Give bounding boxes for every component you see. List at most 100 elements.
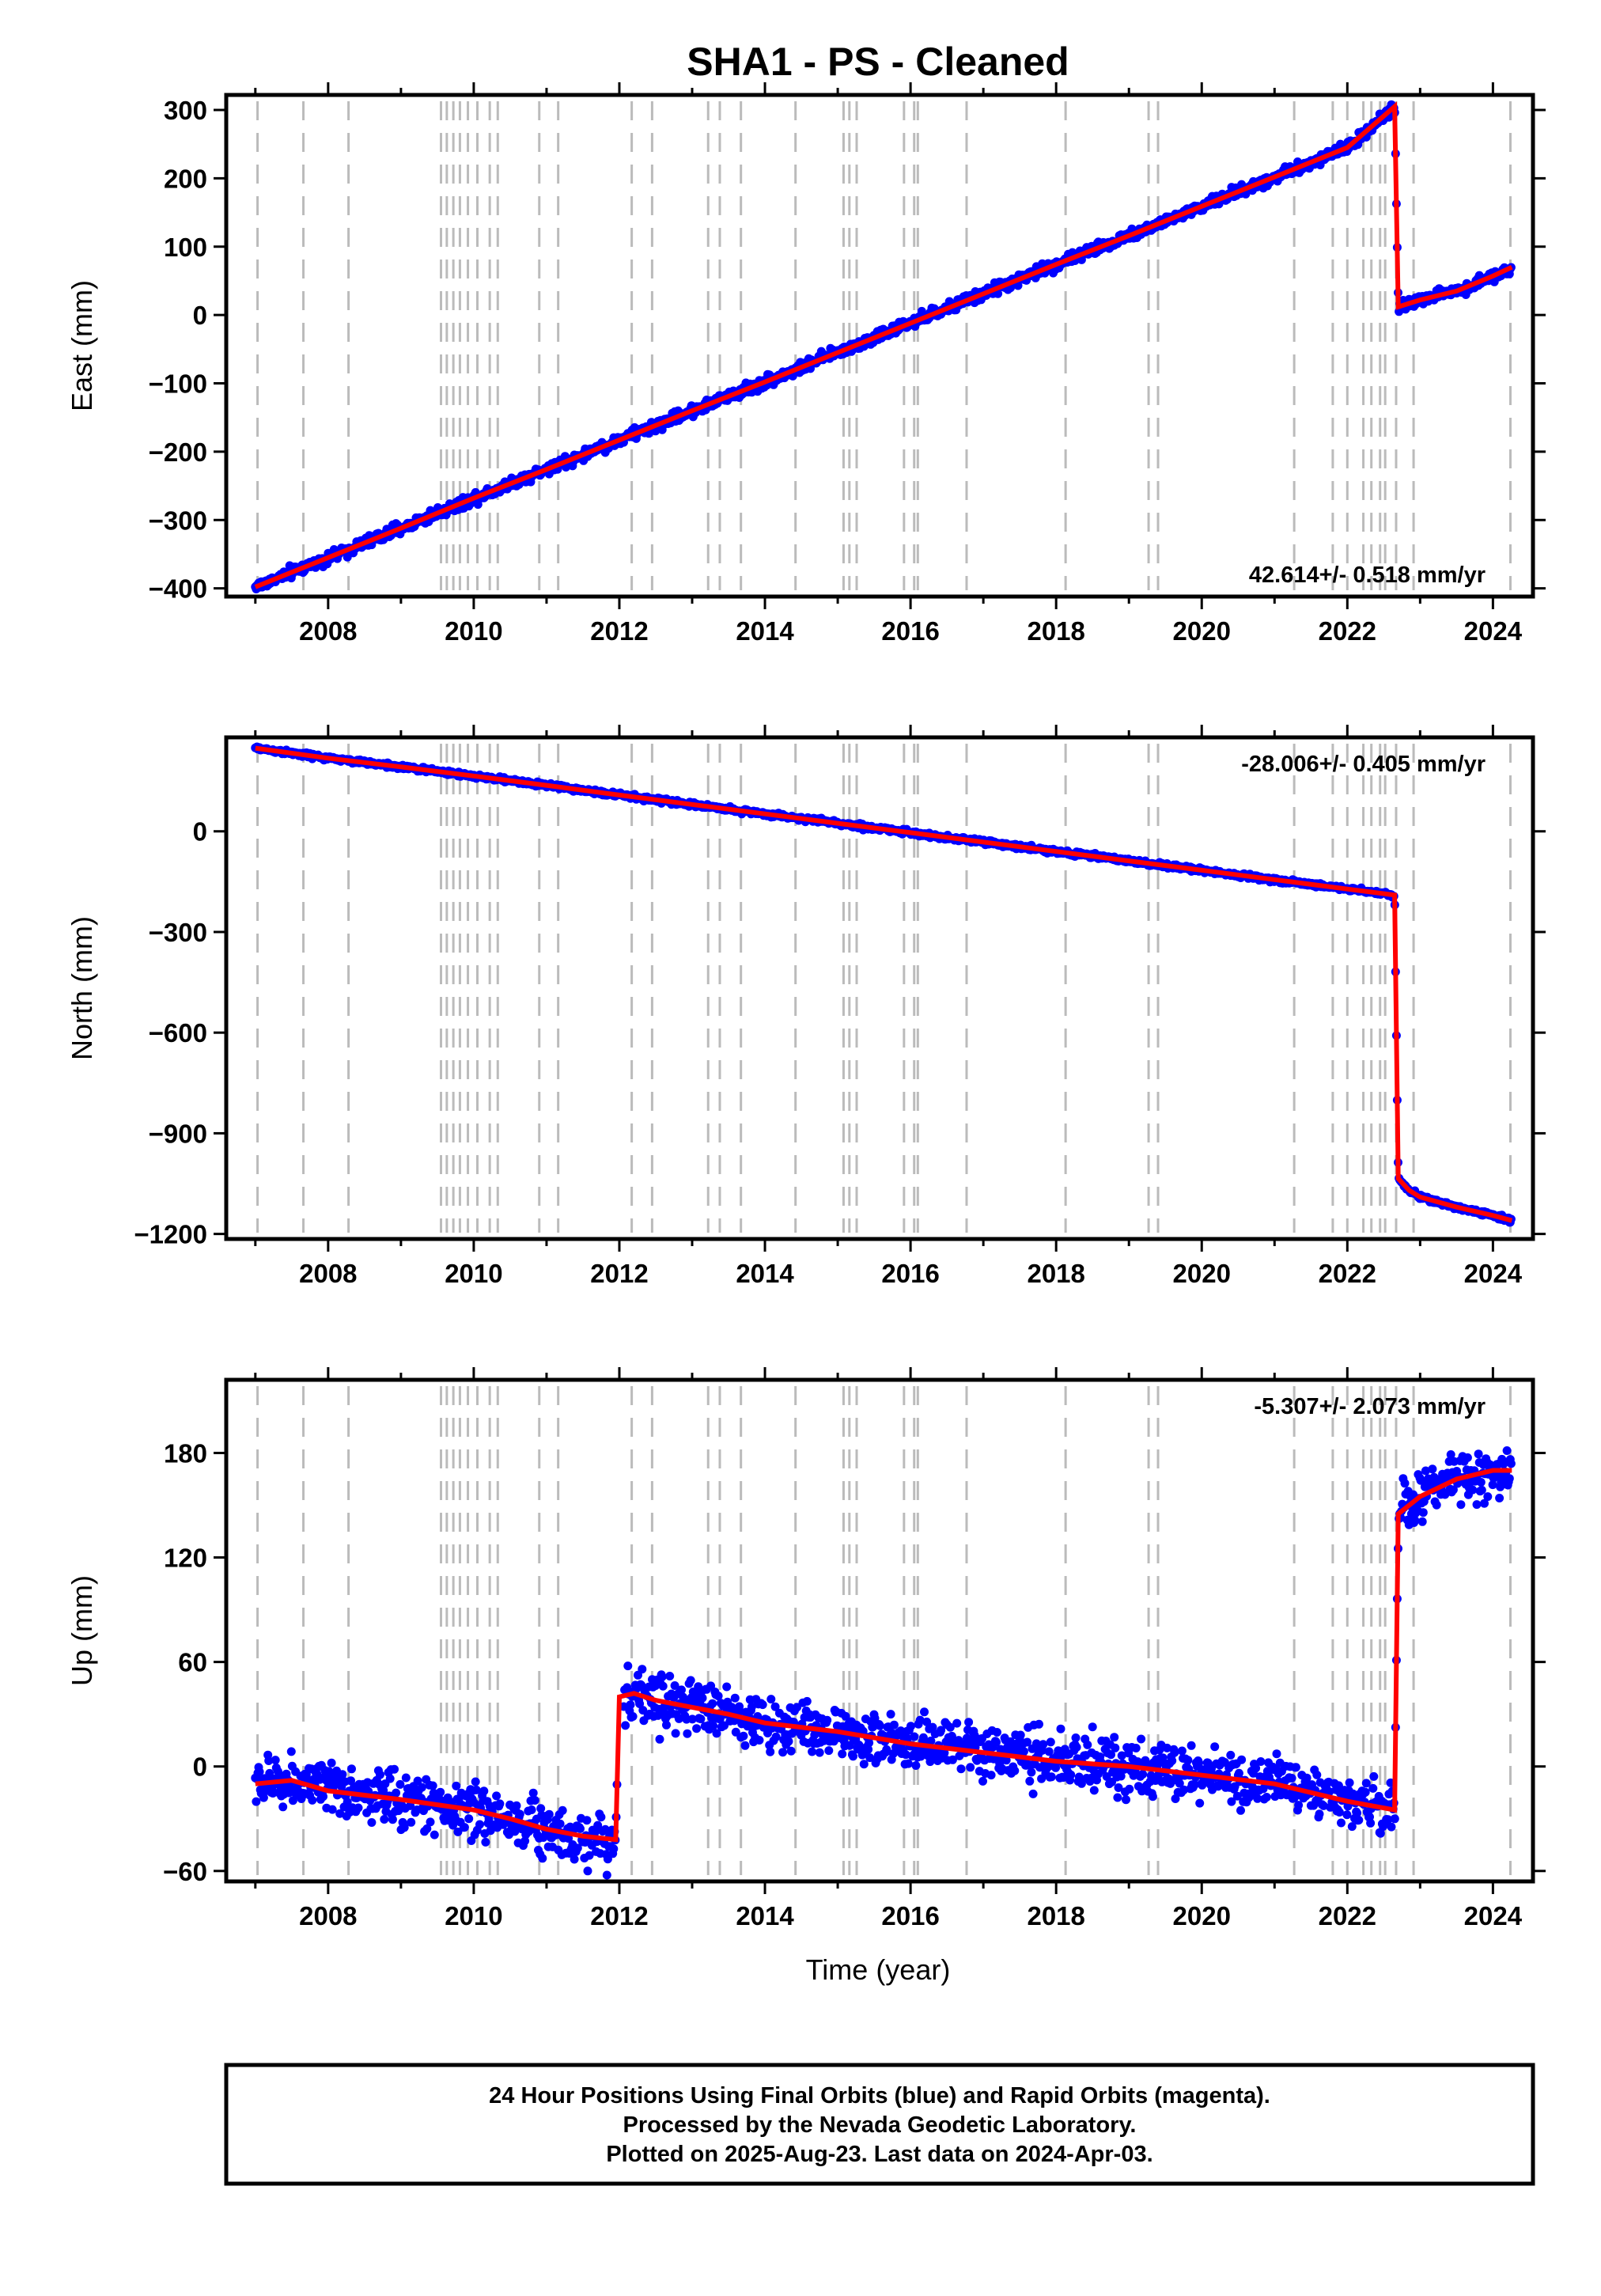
data-point <box>1072 1742 1081 1752</box>
up-panel: 2008 2010 2012 2014 2016 2018 2020 2022 2024−600… <box>66 1367 1546 1930</box>
data-point <box>992 1737 1001 1747</box>
data-point <box>956 1764 966 1774</box>
data-point <box>621 1721 630 1730</box>
data-point <box>915 1715 925 1725</box>
x-tick-label: 2024 <box>1464 1259 1523 1288</box>
data-point <box>385 1774 395 1783</box>
data-point <box>635 1699 645 1708</box>
data-point <box>1337 1818 1346 1828</box>
data-point <box>1325 1787 1334 1797</box>
footer-box: 24 Hour Positions Using Final Orbits (bl… <box>224 2063 1535 2186</box>
data-point <box>520 1836 530 1846</box>
data-point <box>1089 1786 1099 1795</box>
data-point <box>527 1805 536 1814</box>
data-point <box>670 1681 679 1690</box>
x-tick-label: 2024 <box>1464 616 1523 646</box>
data-point <box>1234 1768 1243 1778</box>
data-point <box>1162 1743 1171 1752</box>
data-point <box>1428 1464 1437 1474</box>
x-tick-label: 2014 <box>736 616 794 646</box>
data-point <box>380 1815 389 1824</box>
data-point <box>1504 1474 1514 1483</box>
data-point <box>479 1786 489 1796</box>
data-point <box>1319 1801 1328 1810</box>
data-point <box>841 1711 850 1721</box>
data-point <box>367 1818 377 1827</box>
x-tick-label: 2010 <box>445 1901 502 1930</box>
data-point <box>952 1718 962 1728</box>
data-point <box>865 1738 874 1748</box>
y-tick-label: 300 <box>164 96 207 125</box>
y-tick-label: 200 <box>164 164 207 193</box>
data-point <box>623 1683 632 1692</box>
data-point <box>849 1752 857 1761</box>
data-point <box>901 1750 910 1760</box>
data-point <box>1368 1783 1378 1793</box>
data-point <box>1236 1805 1245 1815</box>
y-tick-label: −400 <box>149 574 207 604</box>
data-point <box>1463 1453 1472 1462</box>
data-point <box>771 1732 781 1741</box>
data-point <box>460 1823 469 1832</box>
data-point <box>1488 1480 1497 1490</box>
data-point <box>770 1702 780 1711</box>
data-point <box>655 1734 664 1744</box>
data-point <box>1179 1785 1189 1794</box>
x-axis-label: Time (year) <box>806 1953 951 1986</box>
data-point <box>1506 1459 1516 1468</box>
data-point <box>903 1733 912 1743</box>
x-tick-label: 2014 <box>736 1259 794 1288</box>
data-point <box>662 1720 671 1730</box>
data-point <box>945 1722 955 1732</box>
data-point <box>683 1729 692 1738</box>
y-tick-label: −300 <box>149 918 207 947</box>
data-point <box>576 1824 585 1833</box>
y-tick-label: 120 <box>164 1544 207 1573</box>
x-tick-label: 2008 <box>299 1901 357 1930</box>
data-point <box>1039 1740 1048 1749</box>
data-point <box>1110 1733 1119 1742</box>
data-point <box>889 1720 899 1730</box>
data-point <box>255 1767 264 1776</box>
data-point <box>623 1661 633 1671</box>
data-point <box>698 1693 707 1703</box>
data-point <box>1342 1810 1352 1820</box>
data-point <box>1421 1466 1430 1476</box>
data-point <box>570 1855 579 1864</box>
data-point <box>823 1715 832 1725</box>
data-point <box>1287 1774 1296 1783</box>
data-point <box>278 1802 288 1812</box>
data-point <box>422 1824 432 1833</box>
footer-line-1: 24 Hour Positions Using Final Orbits (bl… <box>489 2083 1270 2108</box>
data-point <box>865 1753 875 1763</box>
data-point <box>1448 1485 1458 1495</box>
data-point <box>993 1728 1001 1737</box>
data-point <box>1028 1789 1038 1798</box>
data-point <box>1013 281 1023 290</box>
y-tick-label: 180 <box>164 1438 207 1468</box>
x-tick-label: 2016 <box>881 616 939 646</box>
east-panel: 2008 2010 2012 2014 2016 2018 2020 2022 2024−400… <box>66 82 1546 646</box>
data-point <box>1480 1498 1489 1508</box>
data-point <box>1025 1776 1035 1786</box>
data-point <box>492 1791 501 1801</box>
data-point <box>573 1843 582 1853</box>
data-point <box>793 1703 802 1712</box>
chart-title: SHA1 - PS - Cleaned <box>687 40 1069 84</box>
data-point <box>838 1749 847 1759</box>
data-point <box>308 1795 317 1805</box>
data-point <box>928 1722 937 1732</box>
data-point <box>436 1787 445 1797</box>
data-point <box>1177 1746 1187 1756</box>
y-tick-label: −900 <box>149 1119 207 1148</box>
data-point <box>1116 1771 1126 1781</box>
footer-frame <box>224 2063 1535 2186</box>
data-point <box>343 1798 352 1807</box>
x-tick-label: 2020 <box>1173 1259 1231 1288</box>
y-tick-label: −300 <box>149 506 207 535</box>
y-axis-label: East (mm) <box>66 280 98 411</box>
data-point <box>1010 1766 1020 1775</box>
data-point <box>1468 1485 1478 1495</box>
data-point <box>602 1870 611 1880</box>
